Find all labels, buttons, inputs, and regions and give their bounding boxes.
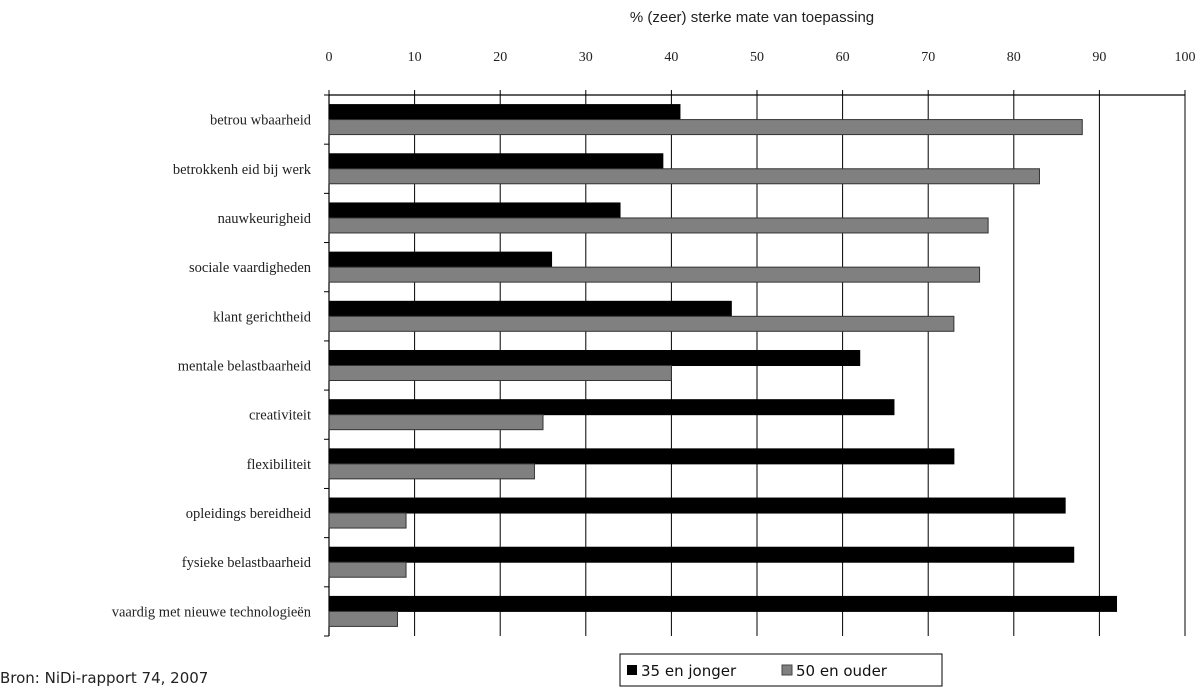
x-tick-label: 40 [664, 50, 678, 65]
bar-50-en-ouder [328, 217, 989, 234]
category-label: creativiteit [249, 408, 311, 424]
category-label: klant gerichtheid [213, 309, 312, 325]
bar-50-en-ouder [328, 365, 672, 381]
category-label: betrokkenh eid bij werk [173, 162, 312, 178]
bar-50-en-ouder [328, 266, 981, 283]
bar-50-en-ouder [328, 463, 535, 480]
source-note: Bron: NiDi-rapport 74, 2007 [0, 669, 209, 687]
legend-swatch-35-en-jonger [627, 665, 637, 675]
category-label: betrou wbaarheid [210, 113, 312, 129]
bar-35-en-jonger [328, 251, 553, 268]
bar-50-en-ouder [328, 512, 407, 529]
legend-label-50-en-ouder: 50 en ouder [796, 662, 888, 680]
category-label: nauwkeurigheid [218, 211, 312, 227]
x-tick-label: 80 [1007, 50, 1021, 65]
x-tick-label: 50 [750, 50, 764, 65]
bar-35-en-jonger [328, 104, 681, 121]
bar-50-en-ouder [328, 168, 1040, 185]
x-tick-label: 90 [1092, 50, 1106, 65]
category-label: opleidings bereidheid [186, 506, 312, 522]
bar-35-en-jonger [328, 546, 1075, 563]
category-label: sociale vaardigheden [189, 260, 312, 276]
bar-35-en-jonger [328, 595, 1118, 612]
bar-35-en-jonger [328, 202, 621, 219]
bar-50-en-ouder [328, 315, 955, 332]
category-label: fysieke belastbaarheid [182, 555, 312, 571]
x-tick-label: 100 [1175, 50, 1196, 65]
bar-35-en-jonger [328, 350, 861, 366]
bar-50-en-ouder [328, 610, 398, 627]
bar-50-en-ouder [328, 561, 407, 578]
bar-35-en-jonger [328, 448, 955, 465]
x-tick-label: 0 [326, 50, 333, 65]
bar-35-en-jonger [328, 497, 1066, 514]
legend: 35 en jonger 50 en ouder [619, 653, 943, 687]
x-tick-label: 30 [579, 50, 593, 65]
x-tick-label: 20 [493, 50, 507, 65]
x-tick-label: 10 [408, 50, 422, 65]
legend-box [619, 653, 943, 687]
legend-swatch-50-en-ouder [781, 664, 793, 676]
bar-50-en-ouder [328, 119, 1083, 136]
legend-label-35-en-jonger: 35 en jonger [641, 662, 737, 680]
category-label: vaardig met nieuwe technologieën [112, 604, 312, 620]
bar-35-en-jonger [328, 300, 732, 317]
x-tick-label: 70 [921, 50, 935, 65]
bar-50-en-ouder [328, 414, 544, 431]
bar-35-en-jonger [328, 153, 664, 170]
bar-35-en-jonger [328, 399, 895, 416]
category-label: flexibiliteit [247, 457, 311, 473]
x-tick-label: 60 [836, 50, 850, 65]
chart-title: % (zeer) sterke mate van toepassing [630, 9, 874, 26]
category-label: mentale belastbaarheid [178, 359, 312, 375]
